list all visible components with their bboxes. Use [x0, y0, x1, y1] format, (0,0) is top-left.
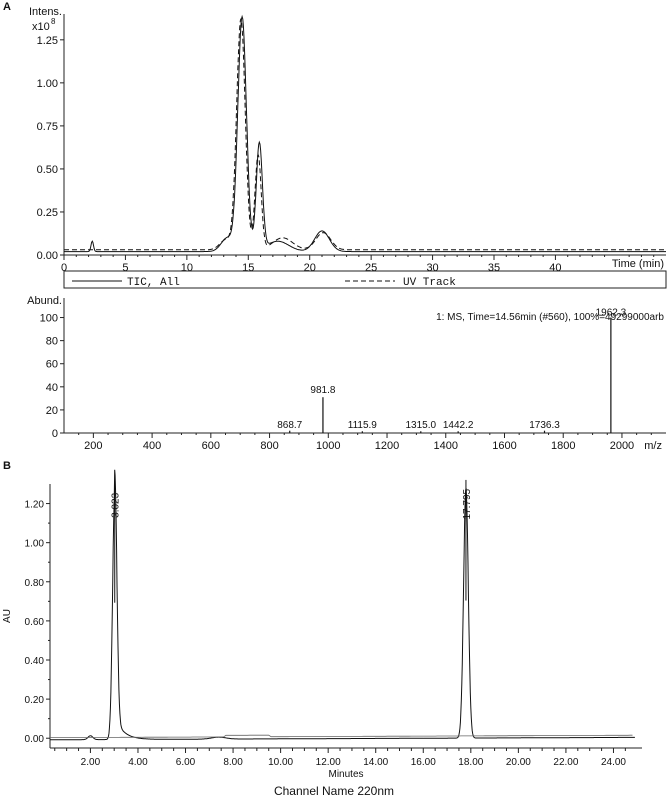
x-tick-label: 1200 [375, 440, 399, 452]
baseline-trace [50, 734, 633, 738]
x-tick-label: 2.00 [81, 757, 101, 768]
x-tick-label: 600 [202, 440, 220, 452]
y-tick-label: 0.80 [25, 578, 45, 589]
peak-retention-label: 17.795 [462, 488, 473, 519]
y-tick-label: 20 [46, 405, 58, 417]
peak-label: 981.8 [310, 385, 335, 396]
peak-label: 1315.0 [405, 420, 436, 431]
peak-retention-label: 3.023 [111, 492, 122, 517]
x-tick-label: 18.00 [458, 757, 483, 768]
x-tick-label: 12.00 [316, 757, 341, 768]
x-tick-label: 10 [181, 262, 193, 274]
legend-box [63, 270, 667, 289]
y-tick-label: 0.00 [37, 250, 58, 262]
hplc-chromatogram-panel: 0.00 0.20 0.40 0.60 0.80 1.00 1.20 2.00 4.00 6.00… [2, 469, 642, 798]
x-tick-label: 1000 [316, 440, 340, 452]
peak-label: 1962.3 [596, 308, 627, 319]
x-tick-label: 30 [426, 262, 438, 274]
y-tick-label: 100 [40, 313, 58, 325]
peak-label: 868.7 [277, 420, 302, 431]
x-tick-label: 0 [61, 262, 67, 274]
y-tick-label: 1.20 [25, 500, 45, 511]
peak-label: 1115.9 [348, 420, 378, 431]
y-tick-label: 0.60 [25, 617, 45, 628]
x-tick-label: 10.00 [268, 757, 293, 768]
y-tick-label: 80 [46, 336, 58, 348]
x-tick-label: 14.00 [363, 757, 388, 768]
x-tick-label: 15 [242, 262, 254, 274]
x-tick-label: 35 [488, 262, 500, 274]
peak-label: 1736.3 [529, 420, 560, 431]
chart-caption: Channel Name 220nm [274, 784, 394, 798]
x-axis-label: Minutes [328, 769, 363, 780]
y-tick-label: 1.00 [37, 78, 58, 90]
y-tick-label: 0.00 [25, 734, 45, 745]
x-axis-label: Time (min) [612, 258, 664, 270]
y-tick-label: 0.25 [37, 207, 58, 219]
peak-label: 1442.2 [443, 420, 474, 431]
legend-label-uv: UV Track [403, 277, 456, 289]
chromatogram-trace [50, 469, 635, 741]
x-tick-label: 5 [122, 262, 128, 274]
x-axis-label: m/z [644, 440, 662, 452]
chromatogram-panel: 0.00 0.25 0.50 0.75 1.00 1.25 0 5 10 15 20 25 30 35 40… [29, 6, 666, 274]
series-line-0 [64, 14, 666, 253]
x-tick-label: 20.00 [506, 757, 531, 768]
spectrum-annotation: 1: MS, Time=14.56min (#560), 100%=492990… [436, 312, 664, 323]
x-tick-label: 40 [549, 262, 561, 274]
x-tick-label: 800 [260, 440, 278, 452]
legend-label-tic: TIC, All [127, 277, 180, 289]
x-tick-label: 6.00 [176, 757, 196, 768]
panel-a-label: A [3, 1, 11, 13]
y-tick-label: 0.20 [25, 695, 45, 706]
y-tick-label: 0.40 [25, 656, 45, 667]
x-tick-label: 24.00 [601, 757, 626, 768]
x-tick-label: 1400 [434, 440, 458, 452]
x-tick-label: 1600 [492, 440, 516, 452]
panel-b-label: B [3, 460, 11, 472]
x-tick-label: 400 [143, 440, 161, 452]
series-line-1 [64, 18, 666, 251]
y-tick-label: 0.50 [37, 164, 58, 176]
y-tick-label: 1.25 [37, 35, 58, 47]
x-tick-label: 4.00 [128, 757, 148, 768]
y-tick-label: 0 [52, 428, 58, 440]
chromatogram-legend: TIC, All UV Track [63, 270, 667, 289]
x-tick-label: 8.00 [223, 757, 243, 768]
y-tick-label: 0.75 [37, 121, 58, 133]
y-axis-label: Abund. [27, 295, 62, 307]
y-axis-exponent: 8 [51, 17, 56, 26]
y-axis-label: Intens. [29, 6, 62, 18]
x-tick-label: 16.00 [411, 757, 436, 768]
x-tick-label: 22.00 [553, 757, 578, 768]
x-tick-label: 20 [304, 262, 316, 274]
x-tick-label: 200 [84, 440, 102, 452]
mass-spectrum-panel: Abund. 0 20 40 60 80 100 200 400 600 800 1000 1200 14… [27, 295, 666, 452]
x-tick-label: 2000 [610, 440, 634, 452]
y-axis-label-unit: x10 [32, 21, 50, 33]
x-tick-label: 1800 [551, 440, 575, 452]
y-tick-label: 40 [46, 382, 58, 394]
x-tick-label: 25 [365, 262, 377, 274]
y-tick-label: 60 [46, 359, 58, 371]
y-tick-label: 1.00 [25, 539, 45, 550]
y-axis-label: AU [2, 609, 13, 623]
